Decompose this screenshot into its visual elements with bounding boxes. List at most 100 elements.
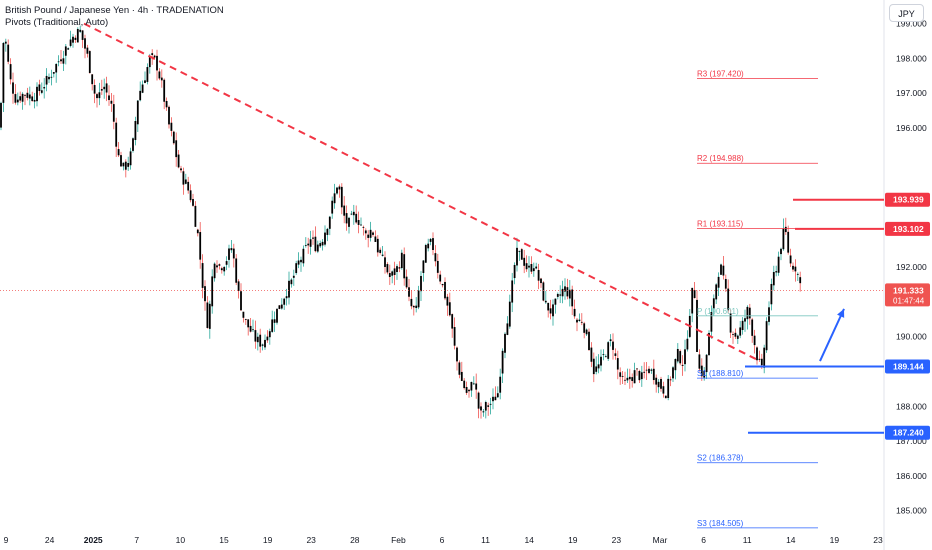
y-tick-label: 187.000 (896, 436, 927, 446)
candle (496, 393, 499, 398)
candle (576, 319, 578, 323)
candle (640, 372, 643, 380)
candle (139, 90, 142, 101)
candle (513, 264, 516, 279)
candle (782, 228, 785, 250)
candle (564, 286, 566, 292)
candle (98, 92, 101, 99)
candle (542, 282, 545, 301)
candle (607, 342, 610, 359)
candle (350, 213, 353, 215)
candle (7, 44, 10, 62)
candle (732, 334, 734, 336)
candle (278, 305, 281, 309)
candle (283, 298, 286, 305)
x-tick-label: 6 (701, 535, 706, 545)
candle (208, 303, 211, 329)
candle (693, 290, 696, 298)
candle (55, 64, 58, 73)
candle (355, 213, 358, 223)
symbol-title: British Pound / Japanese Yen · 4h · TRAD… (5, 5, 224, 16)
candle (561, 288, 564, 297)
candle (72, 36, 74, 43)
candle (516, 247, 518, 266)
candle (468, 389, 470, 392)
y-tick-label: 197.000 (896, 88, 927, 98)
candle (199, 232, 202, 260)
candle (765, 321, 768, 351)
candle (110, 100, 113, 104)
candle (345, 213, 348, 224)
candle (288, 280, 290, 298)
candle (460, 371, 463, 381)
candle (424, 245, 427, 263)
candle (36, 86, 38, 102)
candle (475, 383, 478, 390)
candle (537, 269, 540, 281)
candle (391, 271, 394, 276)
x-tick-label: 23 (306, 535, 316, 545)
candle (748, 307, 751, 319)
candle (652, 368, 655, 381)
candle (672, 367, 674, 379)
candle (628, 376, 631, 380)
candle (720, 264, 722, 275)
candle (12, 82, 14, 94)
candle (552, 304, 554, 317)
candle (247, 319, 250, 328)
candle (753, 335, 756, 346)
candle (230, 248, 233, 251)
candle (657, 381, 660, 388)
candle (21, 93, 24, 102)
candle (261, 344, 264, 346)
candle (792, 265, 794, 270)
candle (544, 300, 547, 303)
candle (300, 259, 302, 263)
candle (744, 318, 746, 322)
candle (187, 181, 190, 191)
candle (24, 94, 26, 96)
x-tick-label: 14 (786, 535, 796, 545)
candle (336, 187, 338, 194)
candle (686, 338, 689, 350)
candle (290, 279, 293, 285)
y-tick-label: 186.000 (896, 471, 927, 481)
candle (400, 252, 403, 269)
candle (254, 330, 257, 342)
candle (784, 226, 787, 233)
candle (285, 296, 288, 299)
x-tick-label: 11 (743, 535, 752, 545)
candle (295, 263, 298, 274)
candle (403, 254, 406, 279)
candle (492, 396, 494, 402)
candle (741, 320, 744, 330)
y-tick-label: 196.000 (896, 123, 927, 133)
candle (698, 354, 701, 369)
candle (446, 296, 449, 306)
candle (420, 275, 422, 292)
currency-button[interactable]: JPY (889, 4, 924, 22)
candle (619, 372, 622, 377)
x-tick-label: 7 (134, 535, 139, 545)
candle (62, 58, 65, 64)
candle (626, 377, 629, 381)
indicator-label: Pivots (Traditional, Auto) (5, 17, 109, 28)
candle (556, 293, 559, 297)
candle (504, 333, 506, 353)
candle (57, 61, 60, 63)
candle (228, 248, 230, 260)
candle (292, 275, 295, 278)
candle (40, 90, 43, 93)
pivot-label-p: P (190.601) (697, 307, 739, 316)
candle (168, 106, 170, 125)
candle (386, 264, 389, 273)
candle (124, 161, 127, 170)
key-level-tag (885, 221, 930, 236)
candle (328, 216, 331, 229)
candle (170, 122, 173, 131)
candle (631, 377, 634, 381)
candle (146, 67, 149, 82)
candle (120, 155, 122, 167)
